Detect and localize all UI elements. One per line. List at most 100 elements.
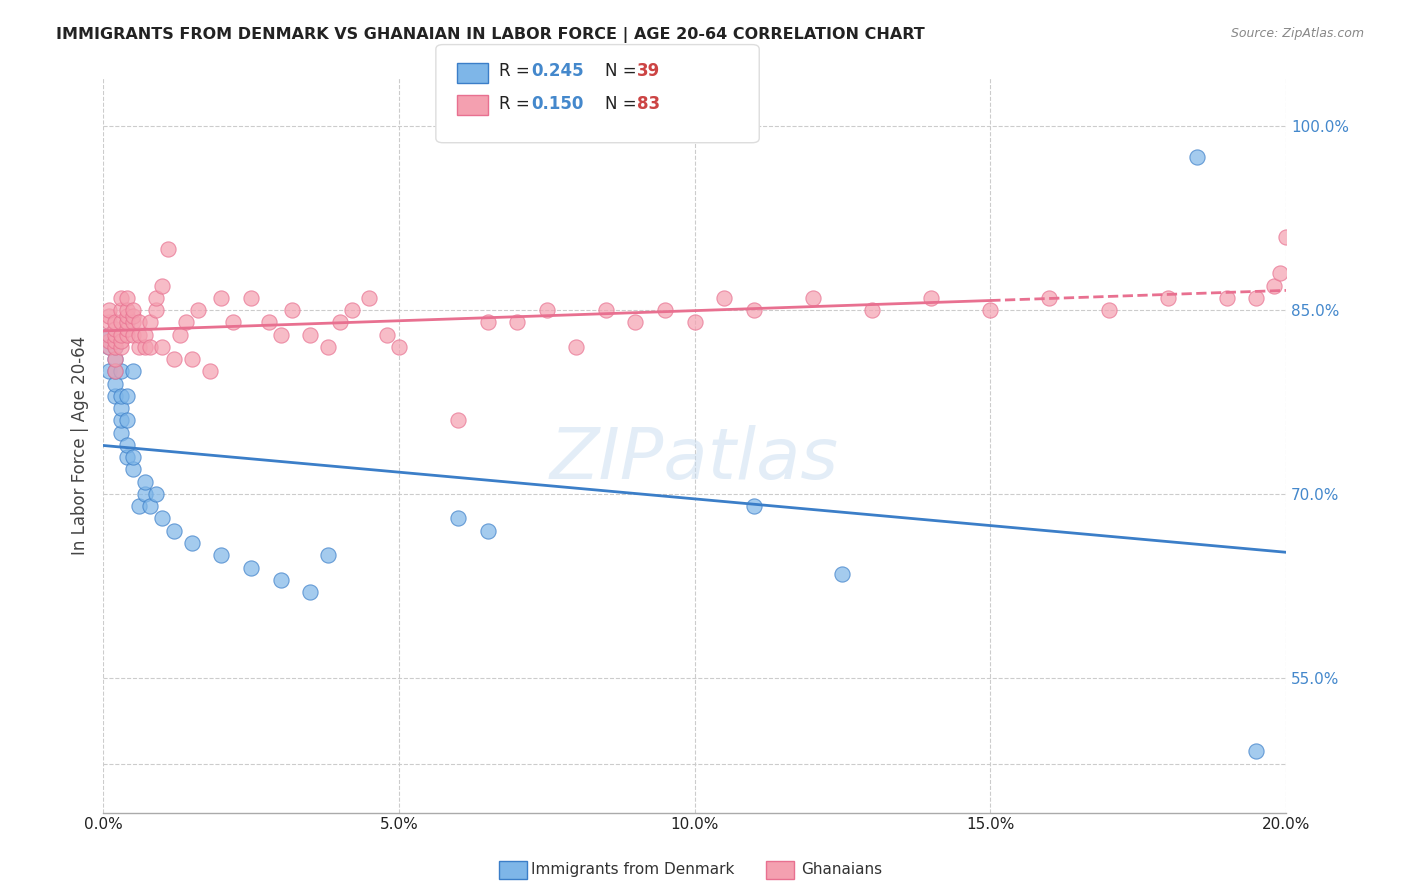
Point — [1263, 278, 1285, 293]
Point — [115, 327, 138, 342]
Point — [110, 364, 132, 378]
Text: 0.150: 0.150 — [531, 95, 583, 113]
Point — [110, 413, 132, 427]
Point — [98, 327, 121, 342]
Point — [1216, 291, 1239, 305]
Text: Immigrants from Denmark: Immigrants from Denmark — [531, 863, 735, 877]
Point — [104, 364, 127, 378]
Point — [506, 316, 529, 330]
Point — [257, 316, 280, 330]
Point — [128, 340, 150, 354]
Point — [1268, 267, 1291, 281]
Point — [187, 303, 209, 318]
Point — [110, 425, 132, 440]
Point — [104, 327, 127, 342]
Point — [209, 291, 232, 305]
Point — [115, 291, 138, 305]
Point — [104, 321, 127, 335]
Point — [104, 389, 127, 403]
Point — [316, 340, 339, 354]
Point — [477, 316, 499, 330]
Point — [565, 340, 588, 354]
Point — [98, 334, 121, 348]
Text: R =: R = — [499, 62, 536, 80]
Point — [115, 303, 138, 318]
Point — [121, 327, 143, 342]
Point — [121, 310, 143, 324]
Point — [299, 585, 322, 599]
Point — [209, 548, 232, 562]
Point — [180, 536, 202, 550]
Point — [145, 487, 167, 501]
Point — [115, 438, 138, 452]
Point — [1156, 291, 1178, 305]
Point — [316, 548, 339, 562]
Point — [1275, 229, 1298, 244]
Point — [134, 327, 156, 342]
Point — [180, 352, 202, 367]
Point — [110, 334, 132, 348]
Text: IMMIGRANTS FROM DENMARK VS GHANAIAN IN LABOR FORCE | AGE 20-64 CORRELATION CHART: IMMIGRANTS FROM DENMARK VS GHANAIAN IN L… — [56, 27, 925, 43]
Point — [110, 401, 132, 416]
Text: 0.245: 0.245 — [531, 62, 583, 80]
Y-axis label: In Labor Force | Age 20-64: In Labor Force | Age 20-64 — [72, 335, 89, 555]
Point — [595, 303, 617, 318]
Point — [742, 303, 765, 318]
Point — [134, 475, 156, 489]
Point — [121, 303, 143, 318]
Point — [359, 291, 381, 305]
Point — [98, 303, 121, 318]
Point — [447, 413, 470, 427]
Text: ZIPatlas: ZIPatlas — [550, 425, 839, 494]
Point — [683, 316, 706, 330]
Point — [329, 316, 352, 330]
Point — [139, 500, 162, 514]
Point — [150, 511, 173, 525]
Point — [1038, 291, 1060, 305]
Point — [115, 310, 138, 324]
Point — [1097, 303, 1119, 318]
Point — [240, 560, 263, 574]
Point — [624, 316, 647, 330]
Point — [163, 352, 186, 367]
Point — [174, 316, 197, 330]
Point — [98, 340, 121, 354]
Point — [340, 303, 363, 318]
Point — [1246, 291, 1268, 305]
Text: 83: 83 — [637, 95, 659, 113]
Point — [121, 462, 143, 476]
Point — [115, 321, 138, 335]
Point — [121, 450, 143, 465]
Point — [536, 303, 558, 318]
Point — [198, 364, 221, 378]
Point — [139, 316, 162, 330]
Point — [104, 334, 127, 348]
Point — [742, 500, 765, 514]
Point — [104, 376, 127, 391]
Point — [110, 291, 132, 305]
Point — [375, 327, 398, 342]
Point — [110, 389, 132, 403]
Point — [104, 352, 127, 367]
Point — [115, 389, 138, 403]
Point — [388, 340, 411, 354]
Point — [104, 364, 127, 378]
Point — [979, 303, 1001, 318]
Point — [110, 316, 132, 330]
Text: N =: N = — [605, 62, 641, 80]
Point — [240, 291, 263, 305]
Point — [98, 340, 121, 354]
Point — [281, 303, 304, 318]
Point — [860, 303, 883, 318]
Point — [222, 316, 245, 330]
Point — [150, 340, 173, 354]
Point — [654, 303, 676, 318]
Point — [110, 340, 132, 354]
Point — [447, 511, 470, 525]
Point — [801, 291, 824, 305]
Point — [150, 278, 173, 293]
Point — [98, 327, 121, 342]
Text: R =: R = — [499, 95, 536, 113]
Point — [121, 316, 143, 330]
Point — [98, 364, 121, 378]
